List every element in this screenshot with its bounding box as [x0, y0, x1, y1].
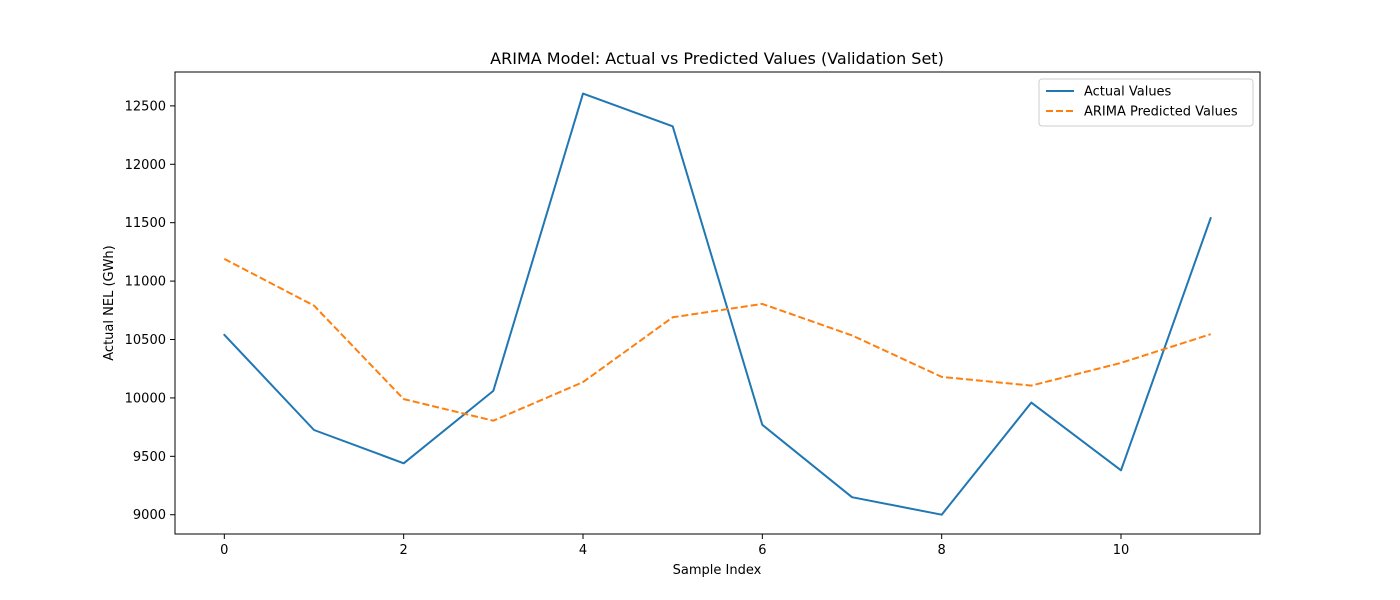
x-tick-label: 8: [938, 543, 946, 558]
plot-frame: [174, 71, 1261, 535]
legend-label-predicted: ARIMA Predicted Values: [1084, 105, 1238, 120]
y-tick-label: 10500: [125, 333, 166, 348]
x-tick-label: 0: [220, 543, 228, 558]
x-tick-label: 10: [1113, 543, 1130, 558]
series-line-actual: [223, 92, 1212, 516]
chart-title: ARIMA Model: Actual vs Predicted Values …: [490, 49, 944, 68]
y-tick-label: 9000: [133, 508, 166, 523]
x-axis-label: Sample Index: [673, 563, 762, 578]
y-tick-label: 11000: [125, 275, 166, 290]
y-axis-label: Actual NEL (GWh): [102, 245, 117, 360]
y-tick-label: 12500: [125, 99, 166, 114]
x-tick-label: 6: [758, 543, 766, 558]
y-tick-label: 11500: [125, 216, 166, 231]
y-tick-label: 12000: [125, 158, 166, 173]
x-tick-label: 4: [579, 543, 587, 558]
legend-box: [1038, 78, 1254, 127]
x-tick-label: 2: [400, 543, 408, 558]
y-tick-label: 10000: [125, 391, 166, 406]
y-tick-label: 9500: [133, 450, 166, 465]
plot-area: 0 2 4 6 8 10 9000 9500 10000 10500 11000 11500 12000…: [125, 71, 1261, 558]
legend: Actual Values ARIMA Predicted Values: [1038, 78, 1254, 127]
legend-label-actual: Actual Values: [1084, 85, 1172, 100]
series-line-predicted: [223, 258, 1212, 422]
